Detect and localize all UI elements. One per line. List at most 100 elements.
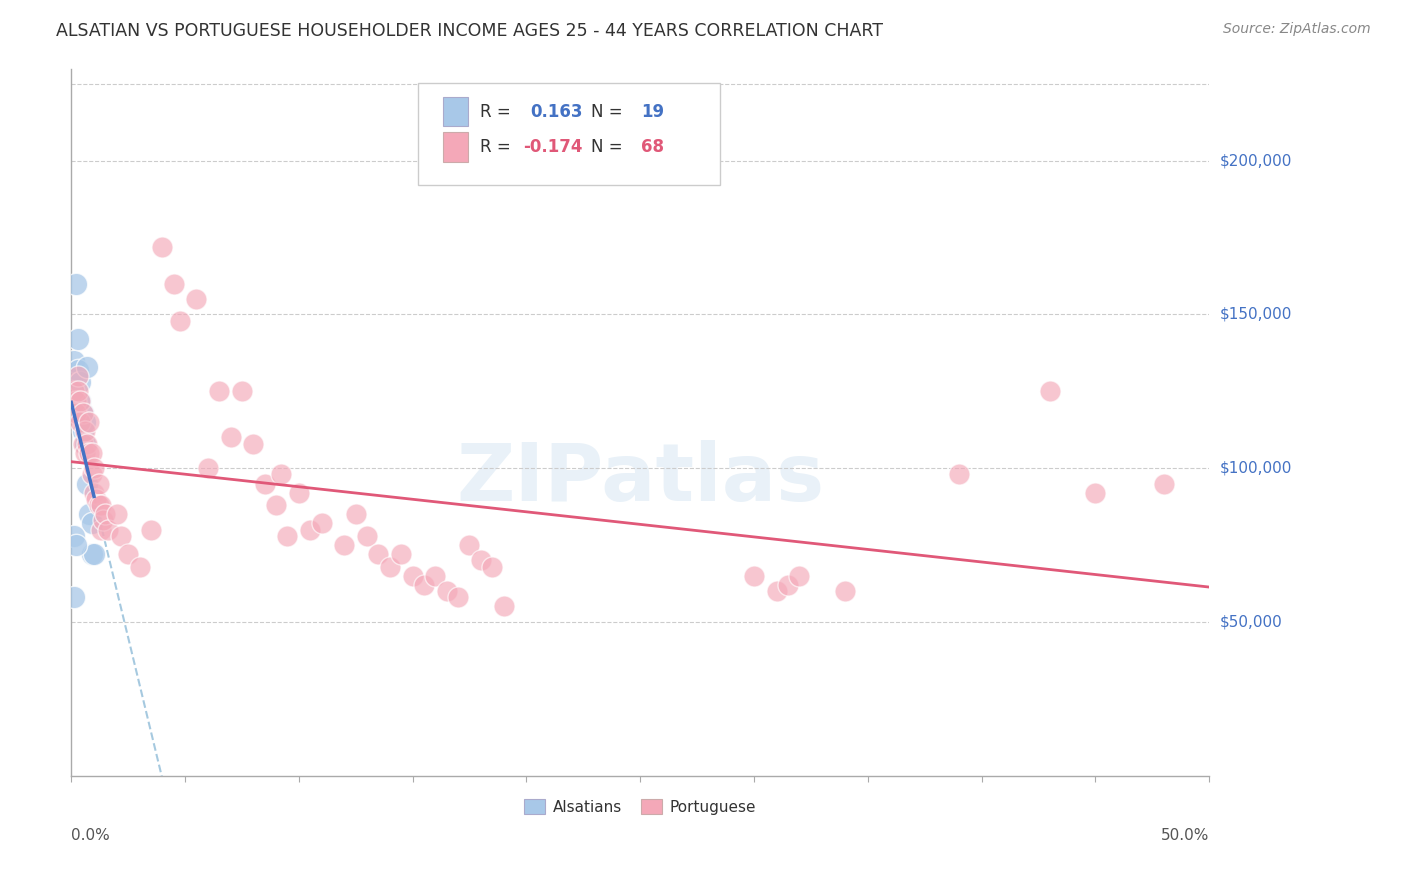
Point: [288, 485, 311, 500]
Point: [401, 568, 423, 582]
Point: [72, 406, 94, 420]
Point: [219, 430, 242, 444]
Point: [169, 313, 191, 327]
Bar: [443, 132, 468, 161]
Point: [197, 461, 219, 475]
Point: [425, 568, 447, 582]
FancyBboxPatch shape: [419, 83, 720, 186]
Point: [69, 393, 91, 408]
Point: [62, 384, 84, 399]
Text: $150,000: $150,000: [1220, 307, 1292, 322]
Text: 19: 19: [641, 103, 665, 120]
Point: [83, 461, 105, 475]
Point: [67, 368, 90, 383]
Point: [72, 436, 94, 450]
Point: [270, 467, 292, 482]
Point: [69, 415, 91, 429]
Point: [67, 332, 90, 346]
Point: [94, 508, 117, 522]
Point: [80, 547, 103, 561]
Point: [62, 529, 84, 543]
Text: R =: R =: [479, 103, 516, 120]
Point: [83, 547, 105, 561]
Point: [73, 436, 96, 450]
Point: [778, 578, 800, 592]
Text: $200,000: $200,000: [1220, 153, 1292, 169]
Point: [90, 498, 112, 512]
Point: [117, 547, 139, 561]
Point: [139, 523, 162, 537]
Point: [69, 375, 91, 389]
Text: R =: R =: [479, 138, 516, 156]
Point: [79, 415, 101, 429]
Point: [76, 359, 98, 374]
Point: [90, 523, 112, 537]
Point: [344, 508, 367, 522]
Text: Source: ZipAtlas.com: Source: ZipAtlas.com: [1223, 22, 1371, 37]
Point: [84, 491, 107, 506]
Point: [208, 384, 231, 399]
Point: [436, 584, 458, 599]
Point: [163, 277, 186, 291]
Point: [742, 568, 765, 582]
Point: [73, 446, 96, 460]
Point: [333, 538, 356, 552]
Text: 0.163: 0.163: [530, 103, 582, 120]
Point: [1039, 384, 1062, 399]
Point: [299, 523, 322, 537]
Point: [948, 467, 970, 482]
Point: [87, 476, 110, 491]
Point: [834, 584, 856, 599]
Point: [76, 436, 98, 450]
Point: [470, 553, 492, 567]
Point: [62, 591, 84, 605]
Point: [91, 513, 114, 527]
Point: [73, 415, 96, 429]
Point: [72, 406, 94, 420]
Point: [105, 508, 128, 522]
Point: [413, 578, 436, 592]
Point: [76, 476, 98, 491]
Text: N =: N =: [592, 103, 628, 120]
Text: -0.174: -0.174: [523, 138, 582, 156]
Point: [253, 476, 276, 491]
Point: [65, 406, 87, 420]
Point: [65, 393, 87, 408]
Text: $100,000: $100,000: [1220, 460, 1292, 475]
Text: 50.0%: 50.0%: [1161, 828, 1209, 843]
Point: [128, 559, 150, 574]
Point: [1084, 485, 1107, 500]
Text: $50,000: $50,000: [1220, 615, 1282, 630]
Point: [73, 424, 96, 438]
Point: [242, 436, 264, 450]
Point: [765, 584, 787, 599]
Point: [389, 547, 412, 561]
Point: [481, 559, 503, 574]
Point: [97, 523, 120, 537]
Legend: Alsatians, Portuguese: Alsatians, Portuguese: [517, 793, 762, 821]
Point: [150, 240, 173, 254]
Text: N =: N =: [592, 138, 628, 156]
Point: [80, 516, 103, 531]
Text: 0.0%: 0.0%: [72, 828, 110, 843]
Point: [67, 384, 90, 399]
Point: [264, 498, 287, 512]
Point: [311, 516, 333, 531]
Text: ZIPatlas: ZIPatlas: [456, 440, 824, 517]
Point: [789, 568, 811, 582]
Point: [65, 277, 87, 291]
Point: [80, 467, 103, 482]
Point: [231, 384, 253, 399]
Point: [67, 363, 90, 377]
Point: [62, 353, 84, 368]
Point: [492, 599, 515, 614]
Point: [447, 591, 470, 605]
Point: [79, 446, 101, 460]
Point: [80, 446, 103, 460]
Point: [110, 529, 132, 543]
Point: [72, 424, 94, 438]
Point: [367, 547, 389, 561]
Text: ALSATIAN VS PORTUGUESE HOUSEHOLDER INCOME AGES 25 - 44 YEARS CORRELATION CHART: ALSATIAN VS PORTUGUESE HOUSEHOLDER INCOM…: [56, 22, 883, 40]
Point: [83, 485, 105, 500]
Point: [378, 559, 401, 574]
